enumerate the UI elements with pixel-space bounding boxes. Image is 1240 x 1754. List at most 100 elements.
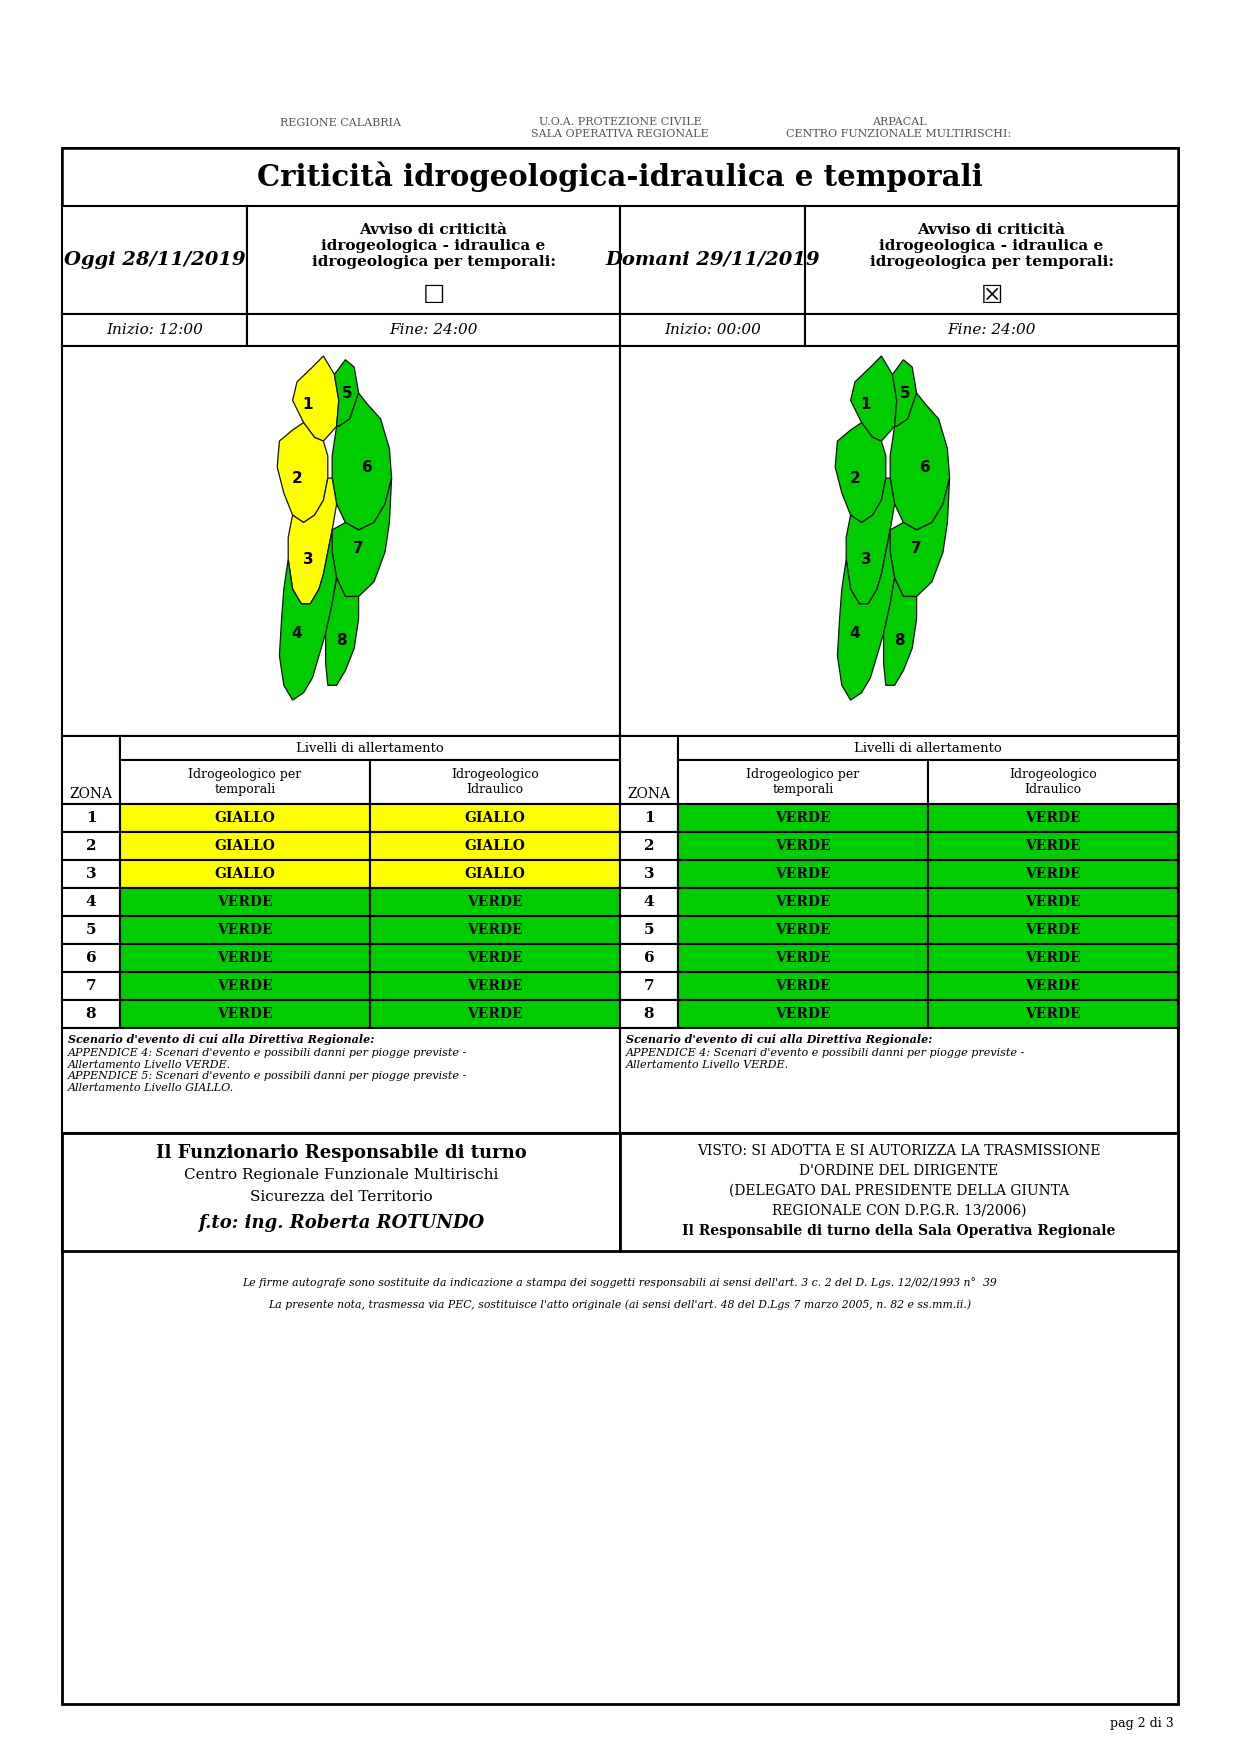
- Bar: [620, 1028, 1178, 1133]
- Bar: [620, 346, 1178, 737]
- Text: 2: 2: [644, 838, 655, 852]
- Text: GIALLO: GIALLO: [215, 810, 275, 824]
- Text: 1: 1: [861, 396, 872, 412]
- Bar: [805, 314, 1178, 346]
- Polygon shape: [332, 479, 392, 596]
- Bar: [247, 314, 620, 346]
- Text: 8: 8: [86, 1007, 97, 1021]
- Bar: [247, 205, 620, 314]
- Text: Avviso di criticità
idrogeologica - idraulica e
idrogeologica per temporali:: Avviso di criticità idrogeologica - idra…: [869, 223, 1114, 268]
- Text: 1: 1: [86, 810, 97, 824]
- Bar: [678, 831, 928, 859]
- Text: GIALLO: GIALLO: [215, 866, 275, 881]
- Text: VERDE: VERDE: [1025, 951, 1081, 965]
- Text: VERDE: VERDE: [1025, 866, 1081, 881]
- Text: 7: 7: [911, 540, 921, 556]
- Text: 4: 4: [291, 626, 303, 640]
- Text: ☐: ☐: [423, 284, 445, 309]
- Bar: [62, 346, 620, 737]
- Bar: [120, 759, 370, 803]
- Text: 7: 7: [353, 540, 363, 556]
- Text: Scenario d'evento di cui alla Direttiva Regionale:: Scenario d'evento di cui alla Direttiva …: [68, 1035, 374, 1045]
- Bar: [120, 1000, 370, 1028]
- Text: 7: 7: [644, 979, 655, 993]
- Text: 2: 2: [86, 838, 97, 852]
- Bar: [62, 944, 120, 972]
- Text: Livelli di allertamento: Livelli di allertamento: [296, 742, 444, 754]
- Text: 6: 6: [644, 951, 655, 965]
- Text: La presente nota, trasmessa via PEC, sostituisce l'atto originale (ai sensi dell: La presente nota, trasmessa via PEC, sos…: [268, 1300, 972, 1310]
- Text: 2: 2: [291, 470, 303, 486]
- Text: Sicurezza del Territorio: Sicurezza del Territorio: [249, 1189, 433, 1203]
- Bar: [62, 1000, 120, 1028]
- Bar: [620, 972, 678, 1000]
- Bar: [62, 888, 120, 916]
- Bar: [62, 737, 120, 803]
- Bar: [928, 859, 1178, 888]
- Text: VERDE: VERDE: [467, 895, 523, 909]
- Bar: [928, 1000, 1178, 1028]
- Text: APPENDICE 4: Scenari d'evento e possibili danni per piogge previste -
Allertamen: APPENDICE 4: Scenari d'evento e possibil…: [68, 1047, 467, 1093]
- Text: 5: 5: [644, 923, 655, 937]
- Bar: [678, 803, 928, 831]
- Text: APPENDICE 4: Scenari d'evento e possibili danni per piogge previste -
Allertamen: APPENDICE 4: Scenari d'evento e possibil…: [626, 1047, 1025, 1070]
- Text: 8: 8: [644, 1007, 655, 1021]
- Text: VERDE: VERDE: [467, 951, 523, 965]
- Bar: [62, 916, 120, 944]
- Text: Inizio: 00:00: Inizio: 00:00: [665, 323, 761, 337]
- Text: Idrogeologico per
temporali: Idrogeologico per temporali: [746, 768, 859, 796]
- Text: VERDE: VERDE: [1025, 895, 1081, 909]
- Text: Inizio: 12:00: Inizio: 12:00: [107, 323, 203, 337]
- Text: U.O.A. PROTEZIONE CIVILE
SALA OPERATIVA REGIONALE: U.O.A. PROTEZIONE CIVILE SALA OPERATIVA …: [531, 118, 709, 139]
- Bar: [678, 972, 928, 1000]
- Bar: [370, 831, 620, 859]
- Bar: [678, 1000, 928, 1028]
- Text: 5: 5: [342, 386, 353, 400]
- Text: 4: 4: [849, 626, 861, 640]
- Bar: [678, 859, 928, 888]
- Polygon shape: [893, 360, 916, 426]
- Bar: [620, 944, 678, 972]
- Text: 8: 8: [336, 633, 346, 649]
- Bar: [120, 737, 620, 759]
- Bar: [370, 759, 620, 803]
- Text: 3: 3: [86, 866, 97, 881]
- Polygon shape: [846, 479, 894, 603]
- Bar: [62, 803, 120, 831]
- Bar: [620, 1000, 678, 1028]
- Text: 4: 4: [644, 895, 655, 909]
- Text: Criticità idrogeologica-idraulica e temporali: Criticità idrogeologica-idraulica e temp…: [257, 161, 983, 193]
- Bar: [120, 737, 370, 759]
- Text: Il Responsabile di turno della Sala Operativa Regionale: Il Responsabile di turno della Sala Oper…: [682, 1224, 1116, 1238]
- Bar: [370, 944, 620, 972]
- Polygon shape: [836, 423, 885, 523]
- Text: 5: 5: [86, 923, 97, 937]
- Bar: [62, 972, 120, 1000]
- Bar: [620, 1133, 1178, 1251]
- Text: ARPACAL
CENTRO FUNZIONALE MULTIRISCHI:: ARPACAL CENTRO FUNZIONALE MULTIRISCHI:: [786, 118, 1012, 139]
- Text: VERDE: VERDE: [775, 979, 831, 993]
- Text: VERDE: VERDE: [1025, 979, 1081, 993]
- Bar: [120, 888, 370, 916]
- Text: VERDE: VERDE: [775, 866, 831, 881]
- Text: GIALLO: GIALLO: [215, 838, 275, 852]
- Text: GIALLO: GIALLO: [465, 838, 526, 852]
- Text: 1: 1: [644, 810, 655, 824]
- Text: VISTO: SI ADOTTA E SI AUTORIZZA LA TRASMISSIONE: VISTO: SI ADOTTA E SI AUTORIZZA LA TRASM…: [697, 1144, 1101, 1158]
- Bar: [62, 147, 1178, 205]
- Bar: [928, 944, 1178, 972]
- Polygon shape: [837, 530, 894, 700]
- Bar: [678, 944, 928, 972]
- Text: VERDE: VERDE: [217, 895, 273, 909]
- Bar: [620, 803, 678, 831]
- Text: (DELEGATO DAL PRESIDENTE DELLA GIUNTA: (DELEGATO DAL PRESIDENTE DELLA GIUNTA: [729, 1184, 1069, 1198]
- Text: 3: 3: [303, 553, 314, 567]
- Polygon shape: [890, 479, 950, 596]
- Bar: [928, 803, 1178, 831]
- Bar: [928, 831, 1178, 859]
- Text: ☒: ☒: [981, 284, 1003, 309]
- Bar: [370, 972, 620, 1000]
- Bar: [620, 916, 678, 944]
- Bar: [62, 314, 247, 346]
- Text: Centro Regionale Funzionale Multirischi: Centro Regionale Funzionale Multirischi: [184, 1168, 498, 1182]
